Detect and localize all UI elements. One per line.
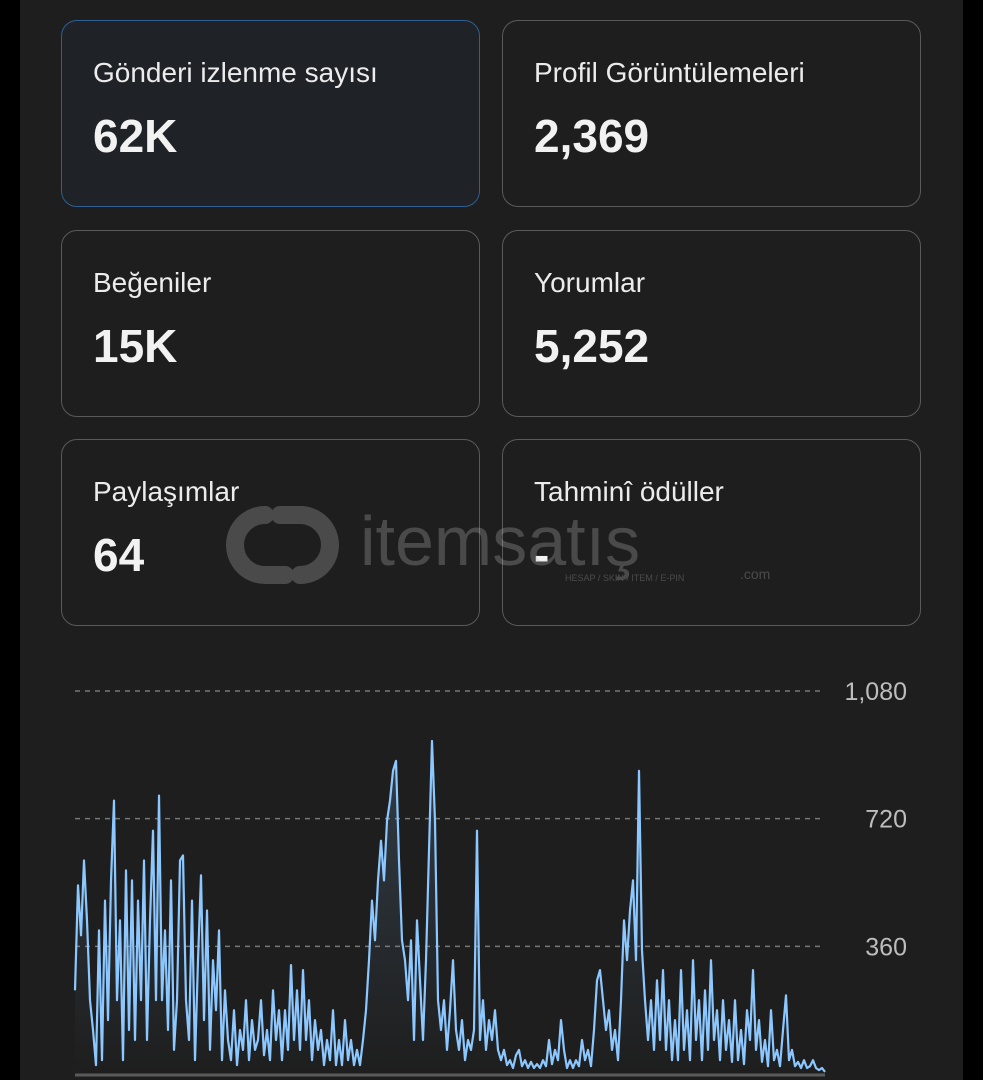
metric-label: Beğeniler [93, 267, 212, 298]
metric-value: 62K [93, 110, 178, 162]
metric-card[interactable]: Profil Görüntülemeleri 2,369 [502, 20, 921, 207]
series-line [73, 739, 826, 1073]
metric-card[interactable]: Yorumlar 5,252 [502, 230, 921, 417]
y-tick-label: 720 [865, 806, 907, 834]
metric-card[interactable]: Beğeniler 15K [61, 230, 480, 417]
metric-value: 64 [93, 529, 145, 581]
y-tick-label: 360 [865, 933, 907, 961]
metric-label: Tahminî ödüller [534, 476, 724, 507]
metric-label: Paylaşımlar [93, 476, 240, 507]
series-area [75, 741, 825, 1074]
metric-value: 2,369 [534, 110, 650, 162]
metric-value: - [534, 529, 550, 581]
metric-value: 5,252 [534, 320, 650, 372]
metric-value: 15K [93, 320, 178, 372]
metric-label: Gönderi izlenme sayısı [93, 57, 378, 88]
y-tick-label: 1,080 [844, 678, 907, 706]
post-views-chart: 1,080 720 360 [73, 678, 907, 1077]
metric-card[interactable]: Paylaşımlar 64 [61, 439, 480, 626]
metric-card[interactable]: Gönderi izlenme sayısı 62K [61, 20, 480, 207]
metric-label: Profil Görüntülemeleri [534, 57, 805, 88]
metric-label: Yorumlar [534, 267, 646, 298]
metric-card[interactable]: Tahminî ödüller - [502, 439, 921, 626]
